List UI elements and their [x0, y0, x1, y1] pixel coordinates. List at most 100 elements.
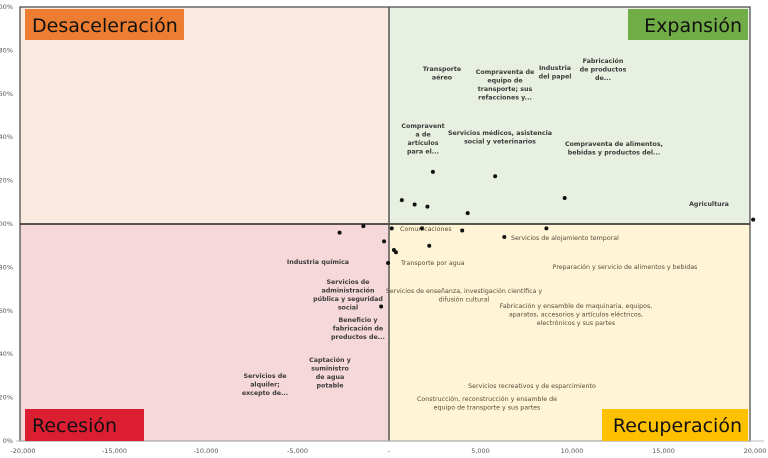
data-label-line: Servicios de: [243, 373, 286, 380]
data-label: Industria química: [287, 258, 349, 266]
data-label-line: Industria: [539, 65, 571, 72]
data-point: [393, 250, 398, 255]
data-label-line: Servicios de enseñanza, investigación ci…: [386, 287, 543, 295]
data-label: Servicios recreativos y de esparcimiento: [468, 383, 596, 390]
data-point: [412, 202, 417, 207]
data-label-line: Compraventa de: [476, 69, 534, 76]
y-tick-label: 100%: [0, 220, 13, 228]
data-point: [751, 217, 756, 222]
data-point: [379, 304, 384, 309]
data-label-line: de...: [595, 75, 611, 82]
quadrant-expansion-label: Expansión: [644, 15, 742, 37]
data-label: Beneficio y fabricación de productos de...: [331, 317, 385, 341]
data-label-line: electrónicos y sus partes: [537, 319, 615, 327]
data-label-line: Agricultura: [689, 201, 729, 208]
data-label: Industria del papel: [539, 65, 572, 81]
data-label-line: Transporte: [423, 66, 461, 73]
data-label-line: Servicios de alojamiento temporal: [511, 235, 619, 242]
data-label: Compraventa de equipo de transporte; sus re…: [476, 69, 534, 102]
data-point: [427, 243, 432, 248]
x-tick-label: 15,000: [652, 447, 675, 455]
y-tick-label: 60%: [0, 307, 13, 315]
data-label-line: productos de...: [331, 334, 385, 341]
quadrant-recuperacion-area: [389, 224, 750, 441]
data-label-line: suministro: [311, 366, 349, 373]
data-label-line: potable: [316, 383, 343, 390]
data-label: Servicios de administración pública y segu…: [313, 279, 383, 312]
data-label-line: Servicios de: [326, 279, 369, 286]
data-label-line: a de: [415, 132, 430, 139]
data-label: Servicios de alojamiento temporal: [511, 235, 619, 242]
x-tick-label: -15,000: [102, 447, 127, 455]
data-label-line: Industria química: [287, 258, 349, 266]
data-label: Transporte aéreo: [423, 66, 461, 82]
y-tick-label: 160%: [0, 90, 13, 98]
quadrant-desaceleracion-label-box: [25, 9, 184, 40]
data-label-line: Fabricación: [583, 57, 624, 65]
data-point: [562, 195, 567, 200]
x-tick-label: -5,000: [287, 447, 308, 455]
data-label: Fabricación y ensamble de maquinaria, eq…: [500, 302, 653, 327]
quadrant-expansion-area: [389, 7, 750, 224]
data-point: [493, 174, 498, 179]
data-label: Fabricación de productos de...: [580, 57, 627, 82]
data-point: [460, 228, 465, 233]
data-label-line: difusión cultural: [439, 296, 490, 304]
data-label-line: del papel: [539, 74, 572, 81]
data-label-line: Fabricación y ensamble de maquinaria, eq…: [500, 302, 653, 310]
y-tick-label: 120%: [0, 177, 13, 185]
data-label-line: Construcción, reconstrucción y ensamble …: [417, 395, 557, 403]
quadrant-recuperacion-label-box: [602, 409, 748, 441]
data-point: [419, 226, 424, 231]
data-label-line: bebidas y productos del...: [568, 150, 661, 157]
y-tick-label: 200%: [0, 3, 13, 11]
data-label-line: Servicios recreativos y de esparcimiento: [468, 383, 596, 390]
quadrant-desaceleracion-label: Desaceleración: [32, 15, 178, 37]
data-label: Agricultura: [689, 201, 729, 208]
quadrant-expansion-label-box: [628, 9, 748, 40]
data-label-line: Compravent: [401, 123, 444, 130]
data-label-line: de agua: [316, 374, 344, 381]
data-point: [544, 226, 549, 231]
data-label-line: social y veterinarios: [464, 139, 536, 146]
data-label-line: aparatos, accesorios y artículos eléctri…: [509, 311, 643, 319]
data-label-line: equipo de: [487, 78, 522, 85]
data-label-line: transporte; sus: [478, 86, 533, 93]
data-label-line: social: [338, 305, 358, 312]
data-point: [382, 239, 387, 244]
quadrant-recuperacion-label: Recuperación: [613, 415, 742, 437]
x-tick-label: -10,000: [193, 447, 218, 455]
data-label: Captación y suministro de agua potable: [309, 356, 351, 390]
y-tick-label: 80%: [0, 263, 13, 271]
data-label-line: administración: [322, 287, 375, 295]
data-point: [425, 204, 430, 209]
y-tick-label: 140%: [0, 133, 13, 141]
data-point: [389, 226, 394, 231]
quadrant-recesion-label-box: [25, 409, 144, 441]
data-label-line: fabricación de: [333, 325, 383, 333]
data-label-line: alquiler;: [250, 382, 280, 389]
data-point: [399, 198, 404, 203]
x-tick-label: 10,000: [561, 447, 584, 455]
quadrant-recesion-label: Recesión: [32, 415, 117, 437]
data-label: Compraventa de alimentos, bebidas y produ…: [565, 141, 663, 157]
data-point: [337, 230, 342, 235]
data-point: [361, 224, 366, 229]
quadrant-recesion-area: [20, 224, 389, 441]
data-label: Construcción, reconstrucción y ensamble …: [417, 395, 557, 412]
y-tick-label: 0%: [3, 437, 13, 445]
data-label-line: para el...: [407, 149, 439, 156]
x-tick-label: 5,000: [471, 447, 490, 455]
data-label-line: refacciones y...: [478, 95, 532, 102]
data-label: Servicios médicos, asistencia social y ve…: [448, 129, 552, 146]
data-point: [465, 211, 470, 216]
x-tick-label: 20,000: [744, 447, 767, 455]
data-label-line: excepto de...: [242, 390, 288, 397]
data-label-line: de productos: [580, 67, 627, 74]
data-label: Servicios de enseñanza, investigación ci…: [386, 287, 543, 304]
data-label: Comunicaciones: [400, 226, 452, 233]
quadrant-desaceleracion-area: [20, 7, 389, 224]
data-label-line: Captación y: [309, 356, 351, 364]
x-tick-label: -20,000: [10, 447, 35, 455]
